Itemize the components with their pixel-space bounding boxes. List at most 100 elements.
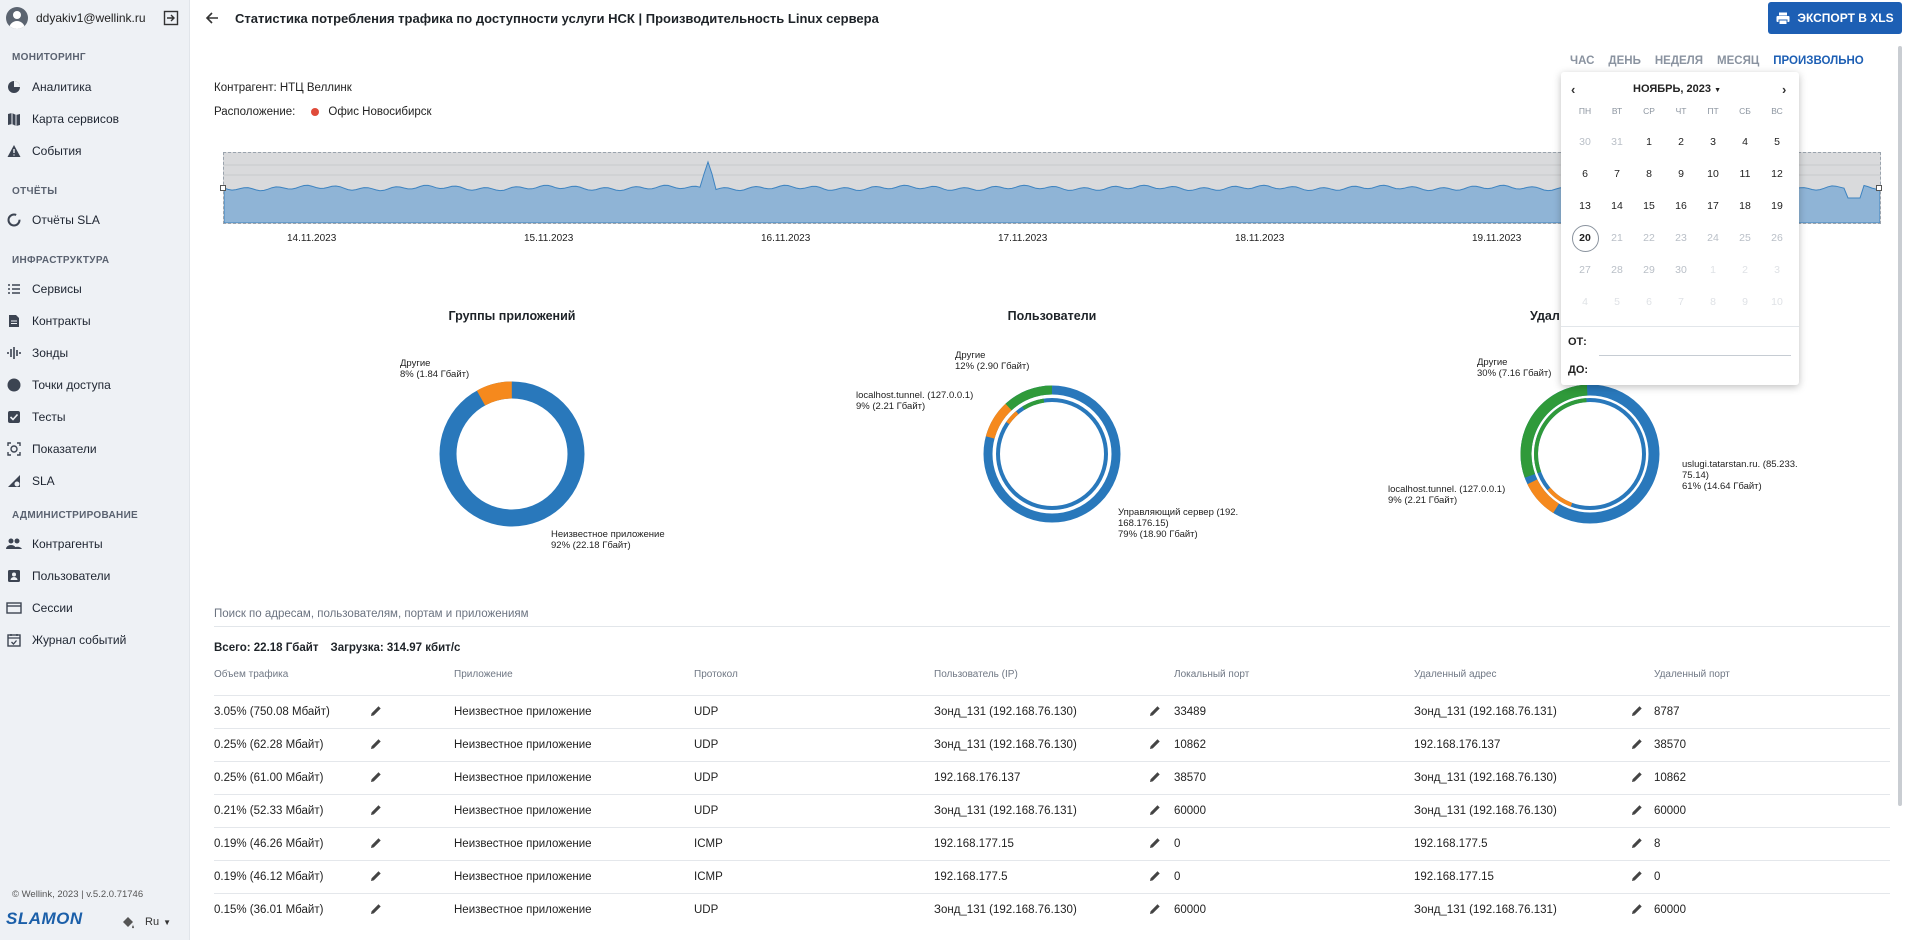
- table-row[interactable]: 0.15% (36.01 Мбайт) Неизвестное приложени…: [214, 893, 1890, 926]
- column-header-app[interactable]: Приложение: [454, 669, 513, 680]
- search-input[interactable]: Поиск по адресам, пользователям, портам …: [214, 608, 529, 620]
- logout-icon[interactable]: [163, 10, 179, 26]
- calendar-day[interactable]: 10: [1707, 168, 1719, 180]
- calendar-day[interactable]: 29: [1643, 264, 1655, 276]
- calendar-day[interactable]: 25: [1739, 232, 1751, 244]
- column-header-user[interactable]: Пользователь (IP): [934, 669, 1018, 680]
- calendar-day[interactable]: 22: [1643, 232, 1655, 244]
- calendar-day[interactable]: 23: [1675, 232, 1687, 244]
- calendar-day[interactable]: 2: [1678, 136, 1684, 148]
- calendar-day[interactable]: 12: [1771, 168, 1783, 180]
- edit-pencil-icon[interactable]: [1631, 738, 1643, 750]
- back-arrow-icon[interactable]: [203, 9, 221, 27]
- calendar-day[interactable]: 17: [1707, 200, 1719, 212]
- edit-pencil-icon[interactable]: [1631, 837, 1643, 849]
- sidebar-item-sessions[interactable]: Сессии: [0, 596, 190, 620]
- calendar-day[interactable]: 31: [1611, 136, 1623, 148]
- edit-pencil-icon[interactable]: [1149, 705, 1161, 717]
- calendar-day[interactable]: 5: [1774, 136, 1780, 148]
- calendar-day[interactable]: 16: [1675, 200, 1687, 212]
- edit-pencil-icon[interactable]: [1631, 771, 1643, 783]
- sidebar-item-users[interactable]: Пользователи: [0, 564, 190, 588]
- sidebar-item-events[interactable]: События: [0, 139, 190, 163]
- edit-pencil-icon[interactable]: [1149, 870, 1161, 882]
- calendar-day[interactable]: 8: [1710, 296, 1716, 308]
- table-row[interactable]: 0.19% (46.26 Мбайт) Неизвестное приложени…: [214, 827, 1890, 860]
- calendar-day[interactable]: 15: [1643, 200, 1655, 212]
- calendar-day[interactable]: 30: [1579, 136, 1591, 148]
- edit-pencil-icon[interactable]: [370, 804, 382, 816]
- timeline-left-handle[interactable]: [220, 185, 226, 191]
- calendar-day[interactable]: 4: [1582, 296, 1588, 308]
- calendar-day[interactable]: 11: [1739, 168, 1751, 180]
- calendar-day[interactable]: 28: [1611, 264, 1623, 276]
- column-header-protocol[interactable]: Протокол: [694, 669, 738, 680]
- calendar-day[interactable]: 7: [1614, 168, 1620, 180]
- calendar-day[interactable]: 7: [1678, 296, 1684, 308]
- sidebar-item-services[interactable]: Сервисы: [0, 277, 190, 301]
- table-row[interactable]: 0.25% (62.28 Мбайт) Неизвестное приложени…: [214, 728, 1890, 761]
- user-menu[interactable]: ddyakiv1@wellink.ru: [0, 0, 190, 36]
- calendar-day[interactable]: 27: [1579, 264, 1591, 276]
- edit-pencil-icon[interactable]: [1631, 804, 1643, 816]
- calendar-day[interactable]: 3: [1710, 136, 1716, 148]
- calendar-day[interactable]: 20: [1569, 222, 1601, 254]
- column-header-remote-address[interactable]: Удаленный адрес: [1414, 669, 1497, 680]
- calendar-day[interactable]: 14: [1611, 200, 1623, 212]
- calendar-day[interactable]: 4: [1742, 136, 1748, 148]
- edit-pencil-icon[interactable]: [1631, 870, 1643, 882]
- scrollbar[interactable]: [1898, 46, 1902, 806]
- edit-pencil-icon[interactable]: [370, 837, 382, 849]
- language-selector[interactable]: Ru ▼: [121, 915, 171, 929]
- sidebar-item-contracts[interactable]: Контракты: [0, 309, 190, 333]
- column-header-remote-port[interactable]: Удаленный порт: [1654, 669, 1730, 680]
- export-xls-button[interactable]: ЭКСПОРТ В XLS: [1768, 2, 1902, 34]
- tab-week[interactable]: НЕДЕЛЯ: [1654, 55, 1704, 67]
- table-row[interactable]: 3.05% (750.08 Мбайт) Неизвестное приложен…: [214, 695, 1890, 728]
- month-selector[interactable]: НОЯБРЬ, 2023 ▼: [1633, 83, 1721, 95]
- calendar-day[interactable]: 8: [1646, 168, 1652, 180]
- sidebar-item-indicators[interactable]: Показатели: [0, 437, 190, 461]
- table-row[interactable]: 0.21% (52.33 Мбайт) Неизвестное приложени…: [214, 794, 1890, 827]
- calendar-day[interactable]: 21: [1611, 232, 1623, 244]
- calendar-day[interactable]: 18: [1739, 200, 1751, 212]
- from-input[interactable]: [1599, 355, 1791, 356]
- sidebar-item-sla-reports[interactable]: Отчёты SLA: [0, 208, 190, 232]
- calendar-day[interactable]: 24: [1707, 232, 1719, 244]
- sidebar-item-tests[interactable]: Тесты: [0, 405, 190, 429]
- timeline-right-handle[interactable]: [1876, 185, 1882, 191]
- calendar-day[interactable]: 26: [1771, 232, 1783, 244]
- sidebar-item-analytics[interactable]: Аналитика: [0, 75, 190, 99]
- edit-pencil-icon[interactable]: [1149, 804, 1161, 816]
- column-header-volume[interactable]: Объем трафика: [214, 669, 289, 680]
- tab-custom[interactable]: ПРОИЗВОЛЬНО: [1773, 55, 1864, 67]
- calendar-day[interactable]: 9: [1678, 168, 1684, 180]
- calendar-day[interactable]: 30: [1675, 264, 1687, 276]
- calendar-day[interactable]: 10: [1771, 296, 1783, 308]
- sidebar-item-sla[interactable]: SLA: [0, 469, 190, 493]
- edit-pencil-icon[interactable]: [370, 870, 382, 882]
- edit-pencil-icon[interactable]: [1149, 738, 1161, 750]
- sidebar-item-event-log[interactable]: Журнал событий: [0, 628, 190, 652]
- edit-pencil-icon[interactable]: [1149, 837, 1161, 849]
- column-header-local-port[interactable]: Локальный порт: [1174, 669, 1250, 680]
- edit-pencil-icon[interactable]: [370, 705, 382, 717]
- calendar-day[interactable]: 2: [1742, 264, 1748, 276]
- calendar-day[interactable]: 9: [1742, 296, 1748, 308]
- tab-month[interactable]: МЕСЯЦ: [1717, 55, 1760, 67]
- calendar-day[interactable]: 13: [1579, 200, 1591, 212]
- sidebar-item-service-map[interactable]: Карта сервисов: [0, 107, 190, 131]
- calendar-day[interactable]: 5: [1614, 296, 1620, 308]
- calendar-day[interactable]: 1: [1646, 136, 1652, 148]
- edit-pencil-icon[interactable]: [1631, 903, 1643, 915]
- next-month-icon[interactable]: ›: [1782, 82, 1787, 97]
- calendar-day[interactable]: 19: [1771, 200, 1783, 212]
- calendar-day[interactable]: 1: [1710, 264, 1716, 276]
- sidebar-item-probes[interactable]: Зонды: [0, 341, 190, 365]
- edit-pencil-icon[interactable]: [1149, 903, 1161, 915]
- edit-pencil-icon[interactable]: [1149, 771, 1161, 783]
- prev-month-icon[interactable]: ‹: [1571, 82, 1576, 97]
- table-row[interactable]: 0.25% (61.00 Мбайт) Неизвестное приложени…: [214, 761, 1890, 794]
- edit-pencil-icon[interactable]: [1631, 705, 1643, 717]
- edit-pencil-icon[interactable]: [370, 903, 382, 915]
